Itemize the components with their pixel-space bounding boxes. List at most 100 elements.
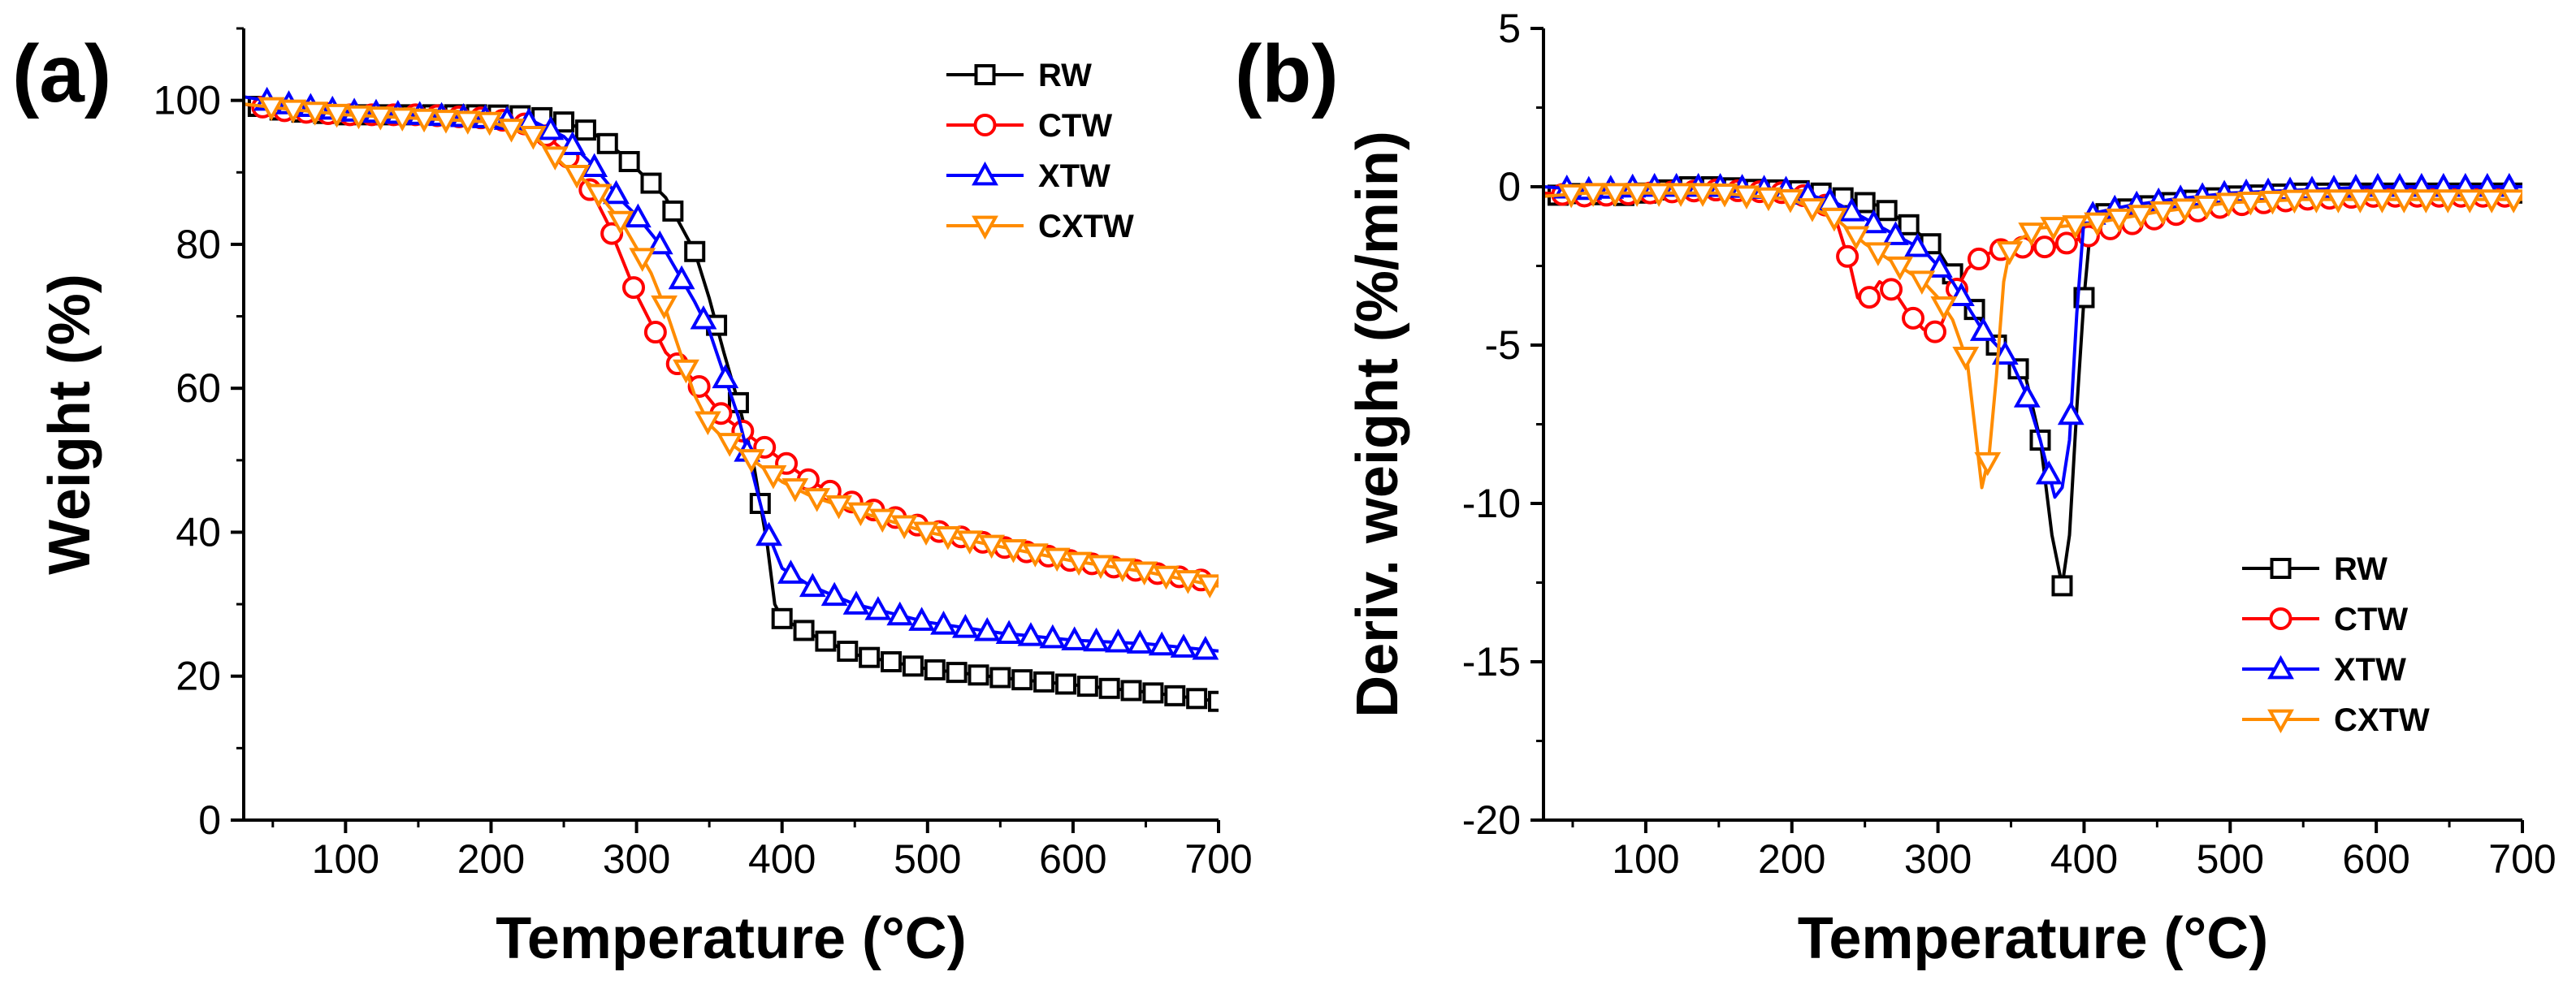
data-point — [1904, 232, 1931, 257]
series-cxtw — [244, 97, 1219, 598]
data-point — [2193, 195, 2220, 220]
legend-marker — [972, 161, 998, 186]
data-point — [2035, 460, 2063, 485]
data-point — [596, 132, 618, 154]
data-point — [673, 359, 699, 384]
data-point — [1579, 183, 1607, 207]
y-tick-label: -20 — [1462, 797, 1521, 843]
y-tick-label: 0 — [198, 797, 221, 843]
y-tick-label: 5 — [1498, 6, 1521, 51]
data-point — [1120, 680, 1142, 702]
data-point — [1996, 241, 2024, 266]
data-point — [640, 172, 662, 194]
data-point — [712, 364, 739, 389]
data-point — [559, 131, 587, 155]
data-point — [662, 200, 684, 222]
y-tick-label: 100 — [154, 78, 221, 123]
legend-marker — [2267, 654, 2294, 680]
legend-label: XTW — [2334, 652, 2406, 688]
x-tick-label: 400 — [2050, 836, 2118, 882]
data-point — [716, 433, 743, 457]
data-point — [2368, 189, 2396, 214]
data-point — [1098, 677, 1120, 699]
data-point — [1991, 340, 2019, 365]
data-point — [1974, 451, 2002, 477]
data-point — [803, 488, 831, 512]
data-point — [694, 411, 721, 436]
data-point — [1864, 242, 1892, 266]
data-point — [1733, 185, 1760, 209]
data-point — [1192, 635, 1219, 660]
y-tick-label: -5 — [1485, 322, 1521, 368]
data-point — [1033, 671, 1055, 693]
data-point — [2259, 190, 2286, 215]
data-point — [946, 662, 968, 684]
data-point — [1153, 565, 1180, 590]
data-point — [825, 494, 852, 520]
chart-panel-b: (b) 100 200 300 400 500 600 700 5 0 -5 -10 -15 -20 Tem… — [1235, 6, 2557, 971]
data-point — [2057, 400, 2085, 425]
legend-label: XTW — [1038, 158, 1110, 194]
data-point — [2346, 189, 2374, 214]
data-point — [607, 210, 634, 235]
data-point — [1880, 278, 1903, 301]
data-point — [2051, 575, 2073, 597]
legend-item-rw: RW — [2242, 551, 2388, 587]
y-tick-label: -15 — [1462, 639, 1521, 685]
data-point — [859, 646, 881, 668]
data-point — [978, 534, 1005, 559]
data-point — [1131, 561, 1158, 586]
legend-label: CXTW — [2334, 702, 2430, 738]
x-tick-label: 700 — [1184, 836, 1252, 882]
data-point — [1054, 673, 1076, 695]
data-point — [968, 664, 989, 686]
data-point — [618, 150, 640, 172]
data-point — [1898, 214, 1920, 235]
data-point — [2171, 198, 2198, 222]
data-point — [1557, 184, 1585, 209]
data-point — [755, 521, 782, 546]
legend-item-ctw: CTW — [2242, 602, 2408, 637]
data-point — [1148, 631, 1175, 656]
data-point — [668, 265, 695, 290]
data-point — [842, 590, 870, 615]
data-point — [930, 611, 957, 635]
data-point — [1645, 183, 1673, 207]
data-point — [799, 572, 826, 598]
data-point — [1777, 189, 1804, 214]
data-point — [881, 651, 903, 672]
data-point — [1170, 633, 1197, 658]
data-point — [366, 106, 394, 131]
data-point — [793, 620, 815, 641]
data-point — [643, 321, 667, 344]
data-point — [781, 477, 809, 503]
data-point — [1842, 226, 1870, 250]
data-point — [1858, 286, 1881, 309]
legend-item-ctw: CTW — [946, 108, 1112, 144]
data-point — [1838, 197, 1865, 222]
data-point — [1011, 669, 1033, 691]
data-point — [603, 179, 630, 205]
data-point — [651, 295, 678, 320]
panel-label: (b) — [1235, 28, 1339, 119]
data-point — [2150, 201, 2176, 226]
x-tick-label: 600 — [1039, 836, 1106, 882]
data-point — [924, 659, 946, 680]
y-tick-label: -10 — [1462, 481, 1521, 526]
data-point — [2324, 189, 2352, 214]
data-point — [454, 110, 482, 135]
data-point — [912, 521, 940, 546]
data-point — [2237, 192, 2264, 216]
data-point — [1065, 551, 1093, 577]
legend-item-cxtw: CXTW — [2242, 702, 2430, 738]
data-point — [864, 596, 892, 620]
data-point — [541, 146, 569, 171]
data-point — [2033, 235, 2056, 259]
legend-item-xtw: XTW — [2242, 652, 2406, 688]
data-point — [989, 667, 1011, 689]
data-point — [1623, 183, 1651, 207]
data-point — [1000, 538, 1027, 564]
data-point — [2084, 212, 2111, 237]
y-tick-label: 80 — [175, 222, 221, 267]
series-line-ctw — [1543, 188, 2522, 335]
